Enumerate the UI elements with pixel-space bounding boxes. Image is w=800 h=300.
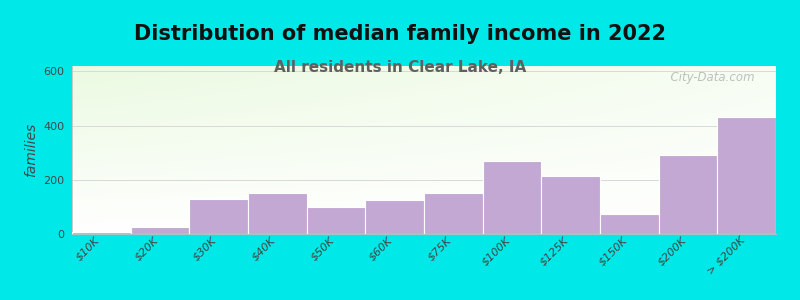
Text: All residents in Clear Lake, IA: All residents in Clear Lake, IA bbox=[274, 60, 526, 75]
Bar bbox=[130, 227, 190, 234]
Bar bbox=[658, 155, 718, 234]
Text: Distribution of median family income in 2022: Distribution of median family income in … bbox=[134, 24, 666, 44]
Y-axis label: families: families bbox=[24, 123, 38, 177]
Bar bbox=[482, 161, 542, 234]
Bar bbox=[424, 194, 482, 234]
Bar bbox=[248, 194, 306, 234]
Bar bbox=[306, 207, 366, 234]
Bar bbox=[190, 199, 248, 234]
Bar bbox=[366, 200, 424, 234]
Bar bbox=[72, 232, 130, 234]
Text: City-Data.com: City-Data.com bbox=[663, 71, 755, 84]
Bar bbox=[600, 214, 658, 234]
Bar bbox=[718, 118, 776, 234]
Bar bbox=[542, 176, 600, 234]
